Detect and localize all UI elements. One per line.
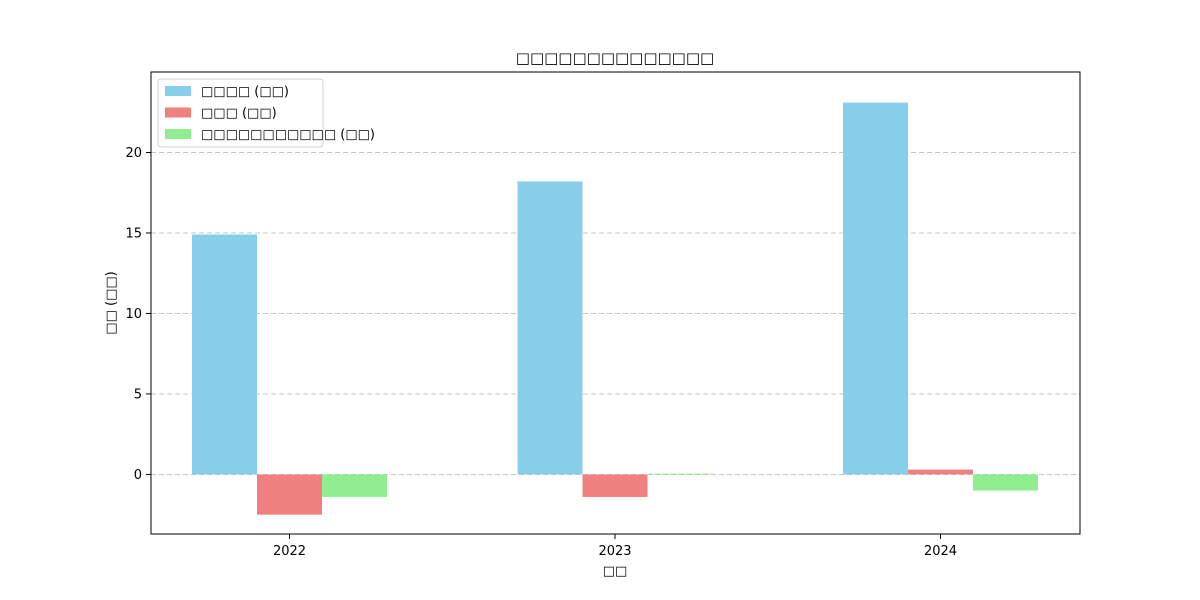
y-tick-label: 0 — [134, 468, 142, 483]
bar — [322, 474, 387, 497]
bar — [517, 181, 583, 475]
bar — [647, 473, 713, 475]
legend-label: □□□□ (□□) — [201, 85, 289, 100]
bar — [973, 474, 1038, 491]
y-tick-label: 15 — [125, 226, 142, 241]
legend-swatch — [165, 129, 191, 139]
bar — [908, 469, 973, 475]
x-axis-label: □□ — [603, 564, 628, 579]
x-tick-label: 2023 — [598, 544, 631, 559]
bar — [257, 474, 322, 515]
x-tick-label: 2024 — [924, 544, 957, 559]
bars — [192, 102, 1038, 515]
bar — [192, 234, 257, 475]
y-axis: 0 5 10 15 20 — [125, 146, 151, 483]
legend-box — [157, 78, 324, 148]
legend-label: □□□□□□□□□□□ (□□) — [201, 128, 375, 143]
y-axis-label: □□ (□□) — [104, 271, 119, 334]
y-tick-label: 20 — [125, 146, 142, 161]
x-tick-label: 2022 — [273, 544, 306, 559]
grid-lines — [151, 151, 1080, 475]
legend-swatch — [165, 107, 191, 118]
y-tick-label: 5 — [134, 387, 142, 402]
x-axis: 2022 2023 2024 — [273, 534, 957, 559]
chart-title: □□□□□□□□□□□□□□ — [516, 49, 714, 67]
y-tick-label: 10 — [125, 307, 142, 322]
bar — [582, 474, 648, 497]
bar — [843, 102, 908, 475]
legend: □□□□ (□□) □□□ (□□) □□□□□□□□□□□ (□□) — [157, 78, 375, 148]
legend-label: □□□ (□□) — [201, 106, 277, 121]
legend-swatch — [165, 86, 191, 96]
